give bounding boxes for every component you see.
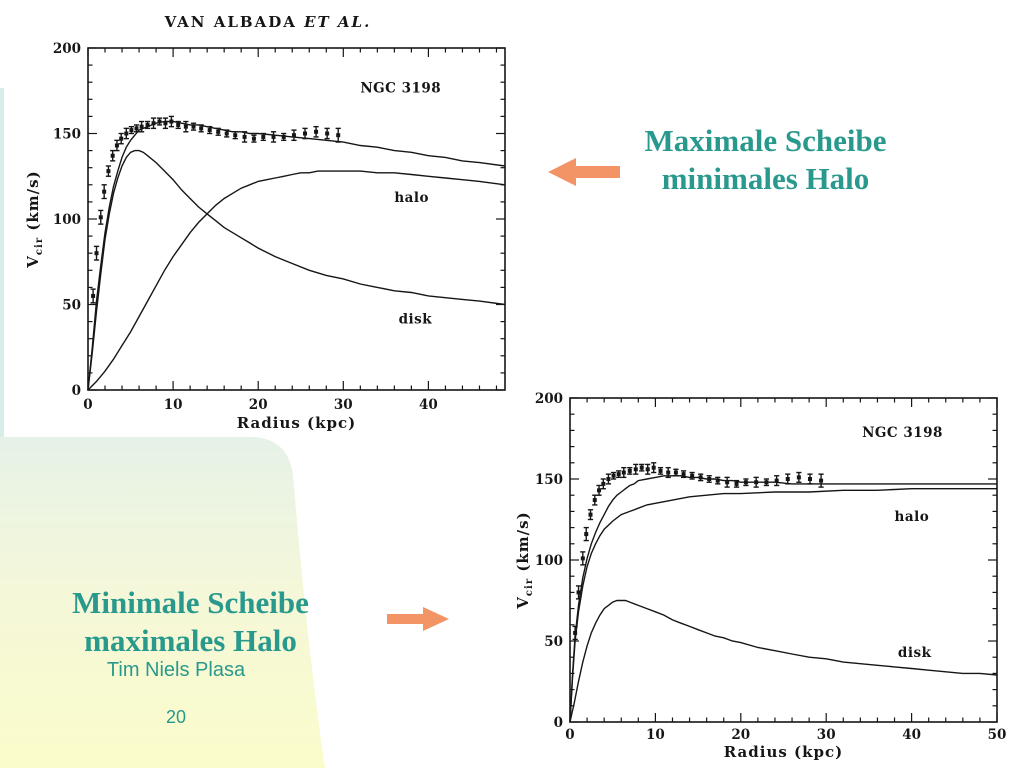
svg-text:50: 50 [62, 298, 81, 314]
callout-minimal-disk-line1: Minimale Scheibe [72, 585, 309, 620]
svg-text:200: 200 [53, 41, 81, 57]
arrow-right-icon [387, 607, 449, 631]
svg-text:NGC 3198: NGC 3198 [360, 80, 441, 96]
author-name: Tim Niels Plasa [106, 659, 246, 681]
svg-text:20: 20 [249, 397, 268, 413]
svg-text:NGC 3198: NGC 3198 [862, 425, 943, 441]
svg-text:30: 30 [334, 397, 353, 413]
callout-maximal-disk-line1: Maximale Scheibe [644, 123, 887, 158]
svg-text:Vcir (km/s): Vcir (km/s) [24, 170, 45, 268]
arrow-left-icon [548, 158, 620, 186]
svg-text:20: 20 [731, 727, 750, 743]
svg-text:0: 0 [565, 727, 574, 743]
svg-text:disk: disk [898, 645, 932, 661]
callout-minimal-disk-line2: maximales Halo [84, 623, 297, 658]
svg-text:halo: halo [895, 509, 930, 525]
svg-text:150: 150 [535, 472, 563, 488]
svg-text:disk: disk [399, 311, 433, 327]
chart-maximal-disk: 0 10 20 30 40 0 50 100 150 200 NGC 3198 halo disk VAN… [0, 0, 520, 445]
chart-maximal-halo: 0 10 20 30 40 50 0 50 100 150 200 NGC 3198 halo disk R… [505, 378, 1024, 768]
svg-text:halo: halo [394, 190, 429, 206]
svg-text:40: 40 [419, 397, 438, 413]
callout-maximal-disk: Maximale Scheibe minimales Halo [583, 122, 948, 198]
callout-minimal-disk: Minimale Scheibe maximales Halo [18, 584, 363, 660]
svg-text:Radius (kpc): Radius (kpc) [724, 743, 844, 761]
svg-text:Vcir (km/s): Vcir (km/s) [514, 511, 535, 609]
svg-text:200: 200 [535, 391, 563, 407]
svg-text:100: 100 [53, 212, 81, 228]
svg-text:10: 10 [646, 727, 665, 743]
svg-text:0: 0 [554, 715, 563, 731]
callout-maximal-disk-line2: minimales Halo [661, 161, 870, 196]
svg-text:Radius (kpc): Radius (kpc) [237, 414, 357, 432]
svg-text:150: 150 [53, 127, 81, 143]
svg-text:50: 50 [544, 634, 563, 650]
svg-text:0: 0 [83, 397, 92, 413]
svg-text:50: 50 [988, 727, 1007, 743]
svg-text:0: 0 [72, 383, 81, 399]
svg-text:40: 40 [902, 727, 921, 743]
svg-text:VAN ALBADA ET AL.: VAN ALBADA ET AL. [164, 13, 372, 31]
left-accent-strip [0, 88, 4, 437]
corner-gradient-shape [0, 437, 325, 768]
page-number: 20 [165, 707, 187, 727]
svg-text:30: 30 [817, 727, 836, 743]
svg-text:10: 10 [164, 397, 183, 413]
svg-text:100: 100 [535, 553, 563, 569]
